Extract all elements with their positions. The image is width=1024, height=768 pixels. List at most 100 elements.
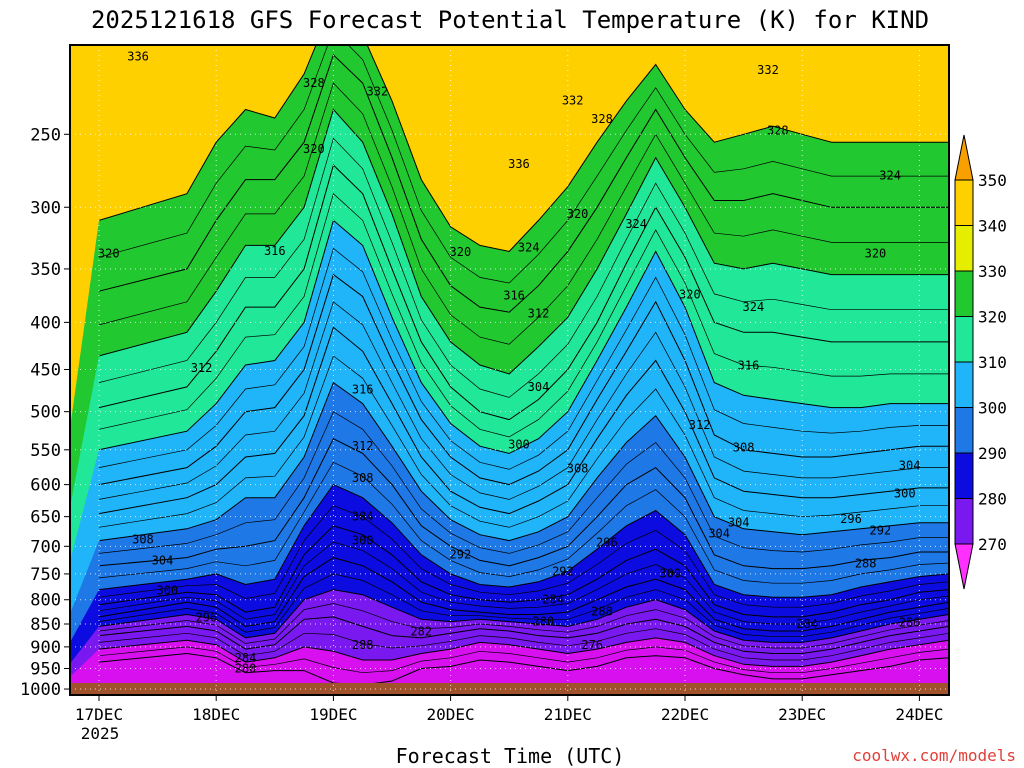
y-tick-label-350: 350 <box>30 260 61 280</box>
isentrope-308 <box>98 381 949 542</box>
legend-label-290: 290 <box>978 444 1007 463</box>
isentrope-284 <box>98 616 949 654</box>
contour-label-308: 308 <box>352 471 374 485</box>
credit-text: coolwx.com/models <box>852 746 1016 765</box>
contour-label-336: 336 <box>508 157 530 171</box>
contour-label-304: 304 <box>352 509 374 523</box>
y-tick-label-550: 550 <box>30 441 61 461</box>
isentrope-300 <box>98 483 949 598</box>
x-tick-label-23DEC: 23DEC <box>778 705 826 724</box>
y-tick-label-300: 300 <box>30 198 61 218</box>
legend-swatch-330 <box>954 270 974 317</box>
legend-label-320: 320 <box>978 308 1007 327</box>
contour-label-320: 320 <box>450 245 472 259</box>
y-tick-label-450: 450 <box>30 361 61 381</box>
isentrope-minor-278 <box>98 646 949 674</box>
contour-label-328: 328 <box>591 112 613 126</box>
contour-label-308: 308 <box>733 440 755 454</box>
contour-label-296: 296 <box>196 611 218 625</box>
contour-label-320: 320 <box>982 280 1004 294</box>
x-axis-label: Forecast Time (UTC) <box>396 744 625 768</box>
legend-swatch-320 <box>954 316 974 363</box>
contour-label-320: 320 <box>679 288 701 302</box>
legend-swatch-350 <box>954 179 974 226</box>
contour-label-292: 292 <box>552 565 574 579</box>
contour-label-282: 282 <box>410 625 432 639</box>
x-year-label: 2025 <box>81 724 120 743</box>
contour-label-320: 320 <box>567 207 589 221</box>
contour-label-300: 300 <box>508 437 530 451</box>
grid-lines <box>70 45 949 695</box>
contour-label-324: 324 <box>625 217 647 231</box>
contour-label-304: 304 <box>708 527 730 541</box>
contour-label-296: 296 <box>596 535 618 549</box>
contour-label-312: 312 <box>191 361 213 375</box>
contour-label-300: 300 <box>352 534 374 548</box>
chart-title: 2025121618 GFS Forecast Potential Temper… <box>91 6 929 34</box>
x-tick-label-20DEC: 20DEC <box>427 705 475 724</box>
contour-label-288: 288 <box>855 556 877 570</box>
y-tick-label-900: 900 <box>30 638 61 658</box>
contour-label-336: 336 <box>127 50 149 64</box>
legend-label-300: 300 <box>978 399 1007 418</box>
isentrope-minor-314 <box>98 301 949 500</box>
x-axis: 17DEC 18DEC 19DEC 20DEC 21DEC 22DEC 23DEC 24DEC <box>75 695 943 724</box>
isentrope-296 <box>98 525 949 618</box>
ground-surface <box>70 682 949 695</box>
isentrope-minor-326 <box>98 137 949 398</box>
contour-label-300: 300 <box>157 584 179 598</box>
legend-label-280: 280 <box>978 490 1007 509</box>
contour-label-316: 316 <box>352 383 374 397</box>
legend-label-330: 330 <box>978 262 1007 281</box>
contour-label-312: 312 <box>689 418 711 432</box>
contour-label-284: 284 <box>542 593 564 607</box>
legend-swatch-300 <box>954 407 974 454</box>
isentrope-minor-318 <box>98 247 949 470</box>
isentrope-288 <box>98 589 949 643</box>
contour-label-316: 316 <box>738 359 760 373</box>
contour-label-332: 332 <box>757 63 779 77</box>
contour-label-276: 276 <box>957 634 979 648</box>
contour-label-332: 332 <box>367 85 389 99</box>
contour-label-300: 300 <box>894 487 916 501</box>
contour-label-284: 284 <box>796 617 818 631</box>
x-tick-label-19DEC: 19DEC <box>309 705 357 724</box>
y-tick-label-650: 650 <box>30 508 61 528</box>
contour-label-308: 308 <box>567 461 589 475</box>
contour-label-316: 316 <box>503 289 525 303</box>
isentrope-minor-294 <box>98 541 949 625</box>
legend-swatch-310 <box>954 361 974 408</box>
contour-label-280: 280 <box>533 614 555 628</box>
contour-label-324: 324 <box>879 169 901 183</box>
isentrope-280 <box>98 637 949 667</box>
contour-label-292: 292 <box>869 524 891 538</box>
legend-label-350: 350 <box>978 171 1007 190</box>
contour-label-304: 304 <box>152 554 174 568</box>
contour-label-324: 324 <box>743 300 765 314</box>
contour-label-288: 288 <box>591 604 613 618</box>
contour-label-304: 304 <box>899 459 921 473</box>
contour-label-320: 320 <box>865 246 887 260</box>
isentrope-320 <box>98 219 949 454</box>
y-tick-label-1000: 1000 <box>20 680 61 700</box>
isentrope-292 <box>98 557 949 632</box>
y-tick-label-750: 750 <box>30 565 61 585</box>
contour-label-276: 276 <box>581 638 603 652</box>
contour-label-304: 304 <box>528 380 550 394</box>
y-tick-label-500: 500 <box>30 403 61 423</box>
legend-swatch-280 <box>954 498 974 545</box>
isentrope-minor-306 <box>98 411 949 554</box>
isentrope-minor-302 <box>98 461 949 584</box>
contour-label-312: 312 <box>352 439 374 453</box>
plot-area: 3363283323203363323283203243243203163123… <box>70 45 1004 695</box>
isentrope-minor-286 <box>98 603 949 649</box>
y-tick-label-700: 700 <box>30 537 61 557</box>
y-tick-label-800: 800 <box>30 591 61 611</box>
contour-label-320: 320 <box>303 142 325 156</box>
contour-label-320: 320 <box>98 246 120 260</box>
y-tick-label-950: 950 <box>30 660 61 680</box>
isentrope-304 <box>98 438 949 570</box>
legend-swatch-340 <box>954 225 974 272</box>
